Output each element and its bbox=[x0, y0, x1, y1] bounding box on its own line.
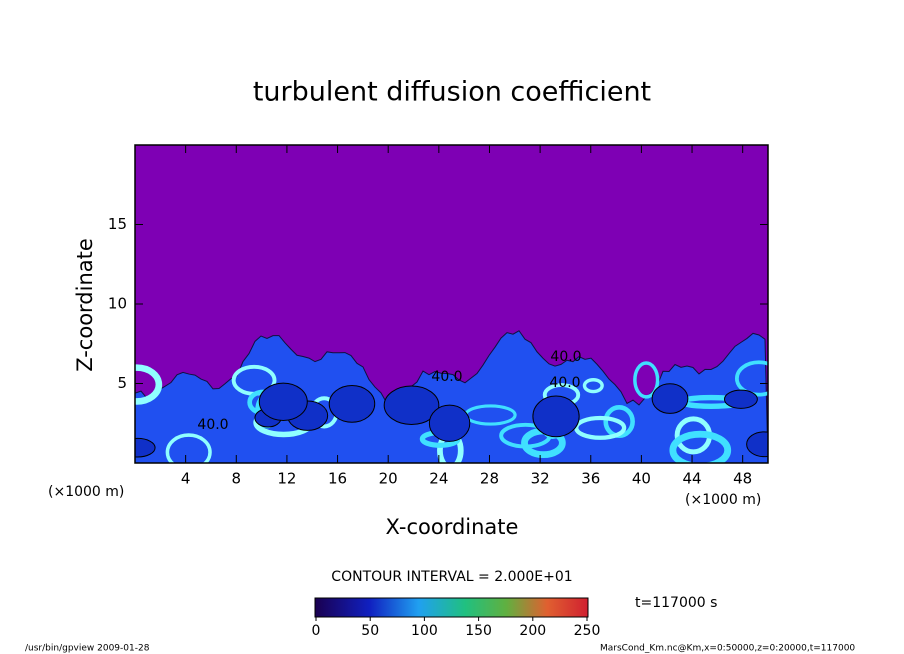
x-tick-label: 24 bbox=[429, 470, 448, 488]
swirl bbox=[135, 364, 163, 405]
core bbox=[532, 395, 580, 438]
y-tick-label: 15 bbox=[108, 215, 127, 233]
x-tick-label: 28 bbox=[480, 470, 499, 488]
time-label: t=117000 s bbox=[635, 595, 717, 611]
contour-label: 40.0 bbox=[550, 349, 581, 365]
x-tick-label: 20 bbox=[379, 470, 398, 488]
colorbar-tick-label: 250 bbox=[574, 623, 601, 639]
swirl bbox=[574, 415, 627, 440]
x-tick-label: 48 bbox=[733, 470, 752, 488]
core bbox=[723, 389, 758, 409]
footer-right: MarsCond_Km.nc@Km,x=0:50000,z=0:20000,t=… bbox=[600, 644, 855, 654]
swirl bbox=[633, 361, 660, 399]
y-tick-label: 5 bbox=[117, 374, 127, 392]
swirl bbox=[165, 433, 212, 463]
x-tick-label: 40 bbox=[632, 470, 651, 488]
footer-left: /usr/bin/gpview 2009-01-28 bbox=[25, 644, 150, 654]
x-tick-label: 44 bbox=[682, 470, 701, 488]
contour-interval: CONTOUR INTERVAL = 2.000E+01 bbox=[331, 569, 572, 585]
y-unit: (×1000 m) bbox=[48, 484, 124, 500]
x-tick-label: 12 bbox=[277, 470, 296, 488]
contour-label: 40.0 bbox=[549, 375, 580, 391]
colorbar bbox=[314, 597, 589, 618]
x-tick-label: 16 bbox=[328, 470, 347, 488]
colorbar-tick-label: 150 bbox=[465, 623, 492, 639]
core bbox=[383, 385, 440, 425]
core bbox=[258, 382, 308, 421]
chart-title: turbulent diffusion coefficient bbox=[253, 77, 651, 108]
field-shading bbox=[135, 145, 768, 463]
contour-label: 40.0 bbox=[431, 369, 462, 385]
y-axis-label: Z-coordinate bbox=[73, 238, 97, 372]
colorbar-tick-label: 50 bbox=[361, 623, 379, 639]
x-axis-label: X-coordinate bbox=[386, 515, 519, 539]
swirl bbox=[669, 430, 732, 463]
colorbar-tick-label: 100 bbox=[411, 623, 438, 639]
swirl bbox=[582, 378, 604, 394]
swirl bbox=[735, 360, 768, 397]
core bbox=[651, 383, 689, 414]
x-tick-label: 32 bbox=[531, 470, 550, 488]
colorbar-tick-label: 200 bbox=[519, 623, 546, 639]
core bbox=[135, 437, 156, 458]
core bbox=[328, 385, 376, 423]
core bbox=[746, 431, 768, 458]
contour-label: 40.0 bbox=[197, 417, 228, 433]
core bbox=[428, 404, 471, 442]
x-tick-label: 36 bbox=[581, 470, 600, 488]
x-unit: (×1000 m) bbox=[685, 492, 761, 508]
x-tick-label: 8 bbox=[232, 470, 242, 488]
y-tick-label: 10 bbox=[108, 295, 127, 313]
colorbar-tick-label: 0 bbox=[312, 623, 321, 639]
x-tick-label: 4 bbox=[181, 470, 191, 488]
